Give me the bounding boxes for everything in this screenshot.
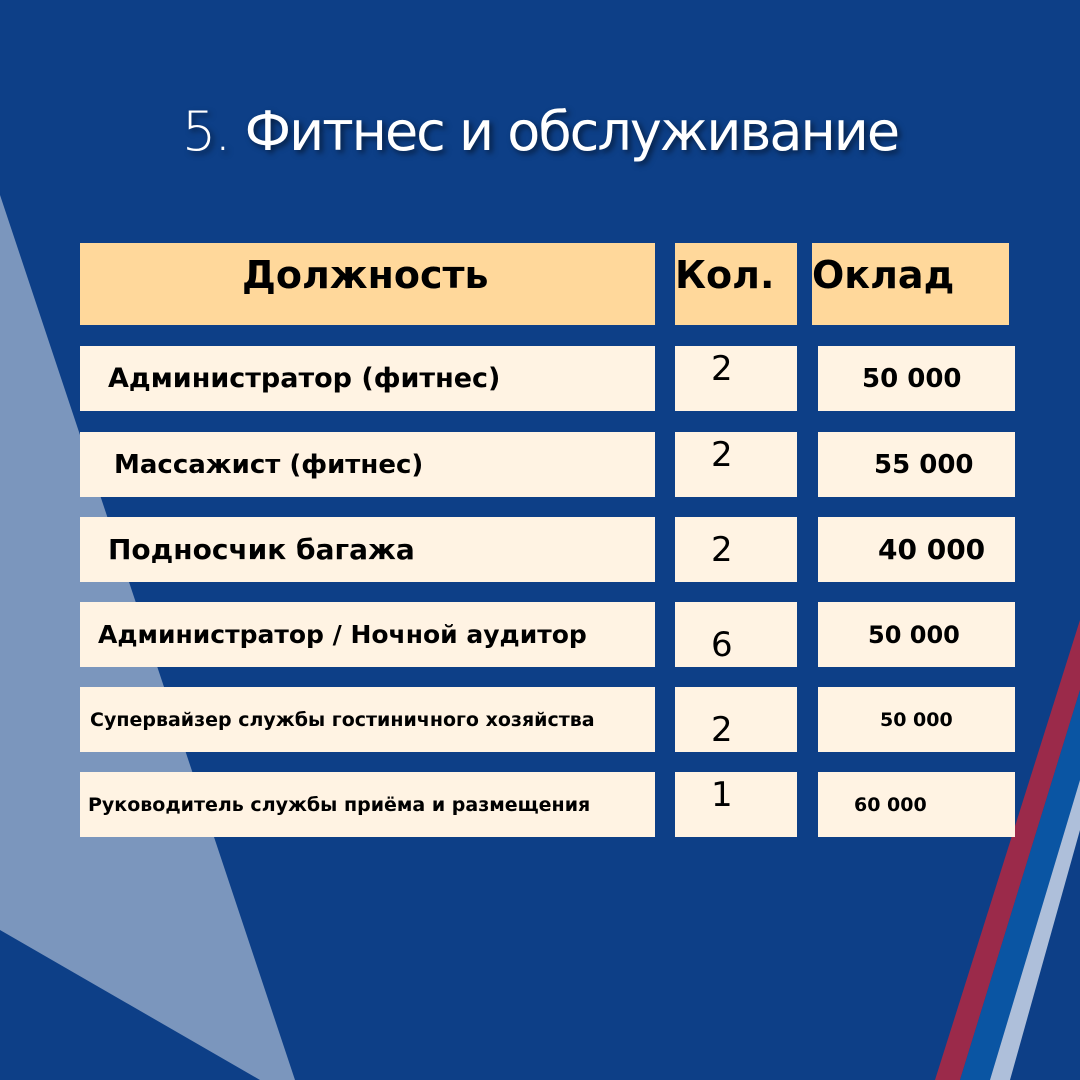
row-salary: 55 000 xyxy=(818,432,1015,497)
header-salary: Оклад xyxy=(812,243,1009,325)
row-position: Руководитель службы приёма и размещения xyxy=(80,772,655,837)
row-count: 1 xyxy=(675,772,797,837)
row-count: 2 xyxy=(675,432,797,497)
row-salary: 40 000 xyxy=(818,517,1015,582)
page-title: 5. Фитнес и обслуживание xyxy=(181,100,900,163)
row-count: 2 xyxy=(675,346,797,411)
row-salary: 50 000 xyxy=(818,687,1015,752)
row-count: 2 xyxy=(675,517,797,582)
row-position: Администратор (фитнес) xyxy=(80,346,655,411)
header-position: Должность xyxy=(80,243,655,325)
red-stripe xyxy=(935,620,1080,1080)
row-position: Администратор / Ночной аудитор xyxy=(80,602,655,667)
row-count: 6 xyxy=(675,602,797,667)
row-count: 2 xyxy=(675,687,797,752)
row-position: Массажист (фитнес) xyxy=(80,432,655,497)
header-count: Кол. xyxy=(675,243,797,325)
row-position: Подносчик багажа xyxy=(80,517,655,582)
row-salary: 60 000 xyxy=(818,772,1015,837)
row-position: Супервайзер службы гостиничного хозяйств… xyxy=(80,687,655,752)
row-salary: 50 000 xyxy=(818,346,1015,411)
row-salary: 50 000 xyxy=(818,602,1015,667)
light-stripe xyxy=(990,780,1080,1080)
blue-stripe xyxy=(960,690,1080,1080)
